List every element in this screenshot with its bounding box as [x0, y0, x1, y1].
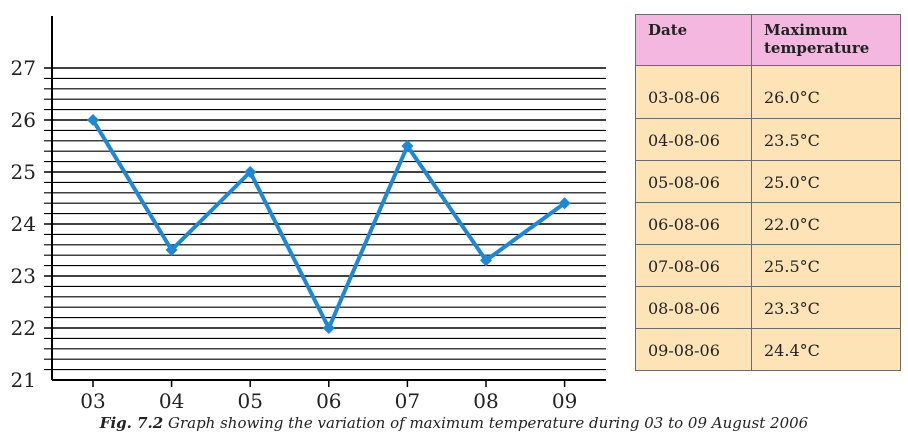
temperature-cell: 26.0°C — [751, 65, 901, 119]
y-tick-label: 26 — [11, 108, 36, 132]
data-point-marker — [322, 322, 335, 334]
x-tick-label: 03 — [80, 389, 105, 410]
x-tick-label: 08 — [473, 389, 498, 410]
table-header-row: Date Maximum temperature — [635, 14, 901, 66]
temperature-cell: 22.0°C — [751, 202, 901, 245]
table-row: 05-08-06 25.0°C — [635, 160, 901, 203]
figure-caption-text: Graph showing the variation of maximum t… — [167, 414, 809, 432]
table-row: 07-08-06 25.5°C — [635, 244, 901, 287]
temperature-markers — [87, 114, 571, 334]
temperature-cell: 23.5°C — [751, 118, 901, 161]
x-tick-label: 04 — [159, 389, 184, 410]
data-point-marker — [165, 244, 178, 256]
date-cell: 08-08-06 — [635, 286, 752, 329]
temperature-cell: 25.5°C — [751, 244, 901, 287]
data-point-marker — [558, 197, 571, 210]
header-date: Date — [635, 14, 752, 66]
date-cell: 04-08-06 — [635, 118, 752, 161]
table-row: 06-08-06 22.0°C — [635, 202, 901, 245]
table-row: 03-08-06 26.0°C — [635, 65, 901, 119]
data-point-marker — [480, 254, 492, 267]
y-tick-label: 27 — [11, 56, 36, 80]
x-ticks — [92, 380, 566, 387]
y-tick-label: 24 — [11, 212, 36, 236]
date-cell: 06-08-06 — [635, 202, 752, 245]
y-tick-label: 22 — [11, 316, 36, 340]
figure-caption: Fig. 7.2 Graph showing the variation of … — [0, 414, 908, 432]
x-tick-labels: 03 04 05 06 07 08 09 — [80, 389, 577, 410]
x-tick-label: 05 — [237, 389, 262, 410]
temperature-cell: 24.4°C — [751, 328, 901, 371]
data-point-marker — [87, 114, 99, 126]
date-cell: 09-08-06 — [635, 328, 752, 371]
header-max-temperature: Maximum temperature — [751, 14, 901, 66]
table-row: 08-08-06 23.3°C — [635, 286, 901, 329]
temperature-cell: 25.0°C — [751, 160, 901, 203]
table-row: 04-08-06 23.5°C — [635, 118, 901, 161]
date-cell: 03-08-06 — [635, 65, 752, 119]
x-tick-label: 06 — [316, 389, 341, 410]
line-chart: 21 22 23 24 25 26 27 03 04 05 06 07 08 09 — [11, 16, 606, 410]
y-tick-label: 25 — [11, 160, 36, 184]
date-cell: 07-08-06 — [635, 244, 752, 287]
x-tick-label: 09 — [552, 389, 577, 410]
data-point-marker — [244, 166, 257, 178]
date-cell: 05-08-06 — [635, 160, 752, 203]
x-tick-label: 07 — [395, 389, 420, 410]
y-tick-label: 21 — [11, 368, 36, 392]
figure-label: Fig. 7.2 — [99, 414, 164, 432]
temperature-cell: 23.3°C — [751, 286, 901, 329]
y-tick-label: 23 — [11, 264, 36, 288]
data-point-marker — [401, 140, 414, 152]
y-tick-labels: 21 22 23 24 25 26 27 — [11, 56, 36, 392]
table-row: 09-08-06 24.4°C — [635, 328, 901, 371]
chart-gridlines — [44, 67, 606, 371]
temperature-table: Date Maximum temperature 03-08-06 26.0°C… — [635, 14, 901, 371]
